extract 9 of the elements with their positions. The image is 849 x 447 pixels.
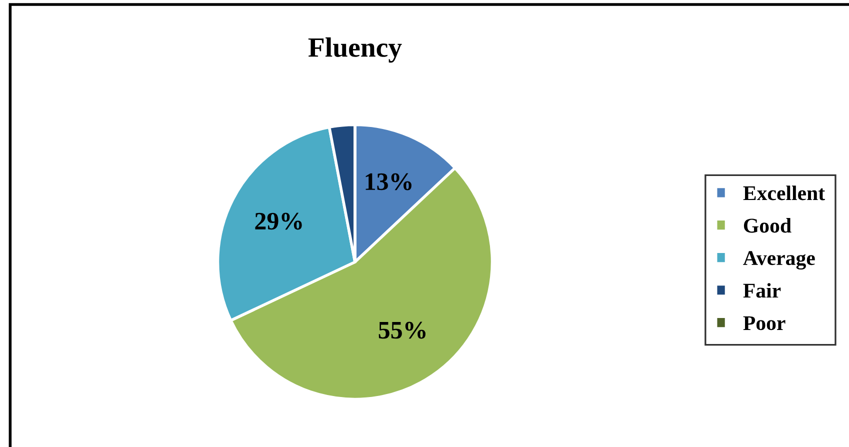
chart-title: Fluency [308,37,402,63]
data-label: 55% [378,322,426,339]
legend-label: Excellent [743,186,825,200]
data-label: 13% [366,173,412,190]
legend-label: Fair [743,283,781,298]
legend-label: Average [743,251,815,270]
legend-label: Good [744,218,792,233]
data-label: 29% [255,212,302,230]
legend-label: Poor [743,316,786,330]
